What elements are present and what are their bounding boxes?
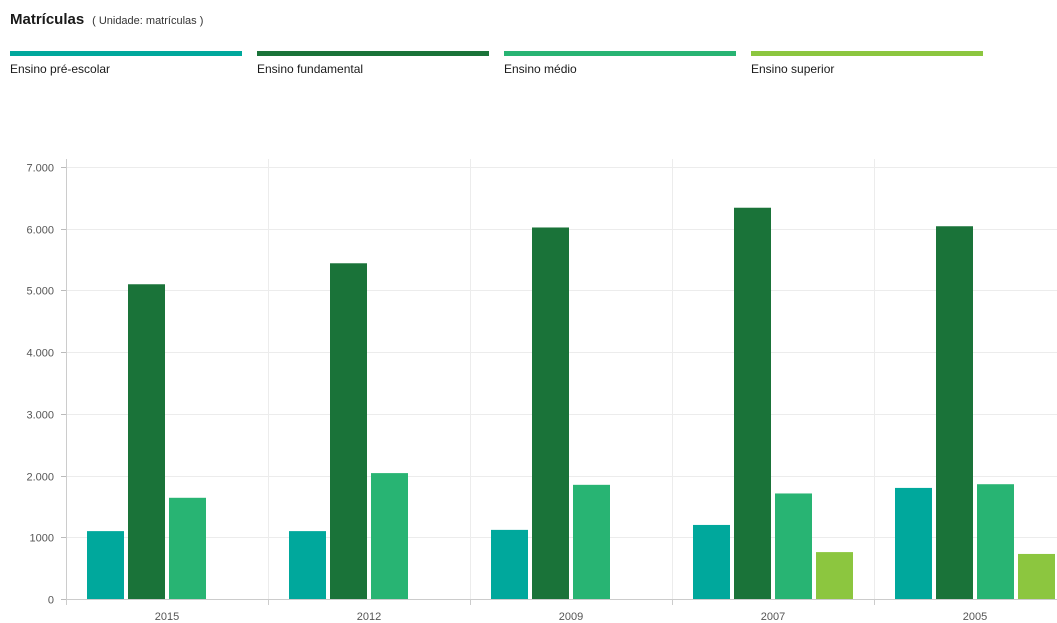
chart-unit-label: ( Unidade: matrículas )	[92, 15, 204, 27]
bar	[169, 497, 206, 599]
bar	[977, 484, 1014, 599]
y-tick-label: 6.000	[26, 225, 54, 237]
chart-title: Matrículas	[10, 11, 85, 28]
legend-swatch-superior	[751, 51, 983, 56]
bar	[330, 263, 367, 599]
y-tick-label: 4.000	[26, 348, 54, 360]
y-tick-label: 3.000	[26, 410, 54, 422]
bar	[371, 473, 408, 599]
chart-legend: Ensino pré-escolar Ensino fundamental En…	[10, 51, 1010, 81]
legend-label-fundamental: Ensino fundamental	[257, 62, 364, 76]
y-tick-label: 0	[48, 595, 54, 607]
chart-title-row: Matrículas ( Unidade: matrículas )	[10, 11, 203, 28]
y-tick-label: 7.000	[26, 163, 54, 175]
legend-label-medio: Ensino médio	[504, 62, 577, 76]
x-tick-label: 2015	[155, 611, 179, 623]
legend-label-superior: Ensino superior	[751, 62, 835, 76]
legend-swatch-fundamental	[257, 51, 489, 56]
bar	[87, 531, 124, 599]
bar	[734, 207, 771, 599]
legend-swatch-medio	[504, 51, 736, 56]
legend-item-medio[interactable]: Ensino médio	[504, 51, 736, 76]
bar	[491, 529, 528, 599]
bar	[693, 524, 730, 599]
y-tick-label: 5.000	[26, 286, 54, 298]
legend-item-superior[interactable]: Ensino superior	[751, 51, 983, 76]
legend-item-fundamental[interactable]: Ensino fundamental	[257, 51, 489, 76]
x-tick-label: 2005	[963, 611, 987, 623]
x-tick-label: 2012	[357, 611, 381, 623]
bar	[289, 531, 326, 599]
y-tick-label: 2.000	[26, 472, 54, 484]
x-tick-label: 2007	[761, 611, 785, 623]
bar	[573, 484, 610, 599]
bar	[128, 284, 165, 599]
bar	[532, 227, 569, 600]
x-tick-label: 2009	[559, 611, 583, 623]
bar	[816, 552, 853, 599]
legend-item-pre-escolar[interactable]: Ensino pré-escolar	[10, 51, 242, 76]
legend-label-pre-escolar: Ensino pré-escolar	[10, 62, 111, 76]
legend-swatch-pre-escolar	[10, 51, 242, 56]
bar	[936, 226, 973, 599]
bar	[1018, 553, 1055, 599]
bar	[775, 493, 812, 599]
bar	[895, 487, 932, 599]
y-tick-label: 1000	[30, 533, 54, 545]
